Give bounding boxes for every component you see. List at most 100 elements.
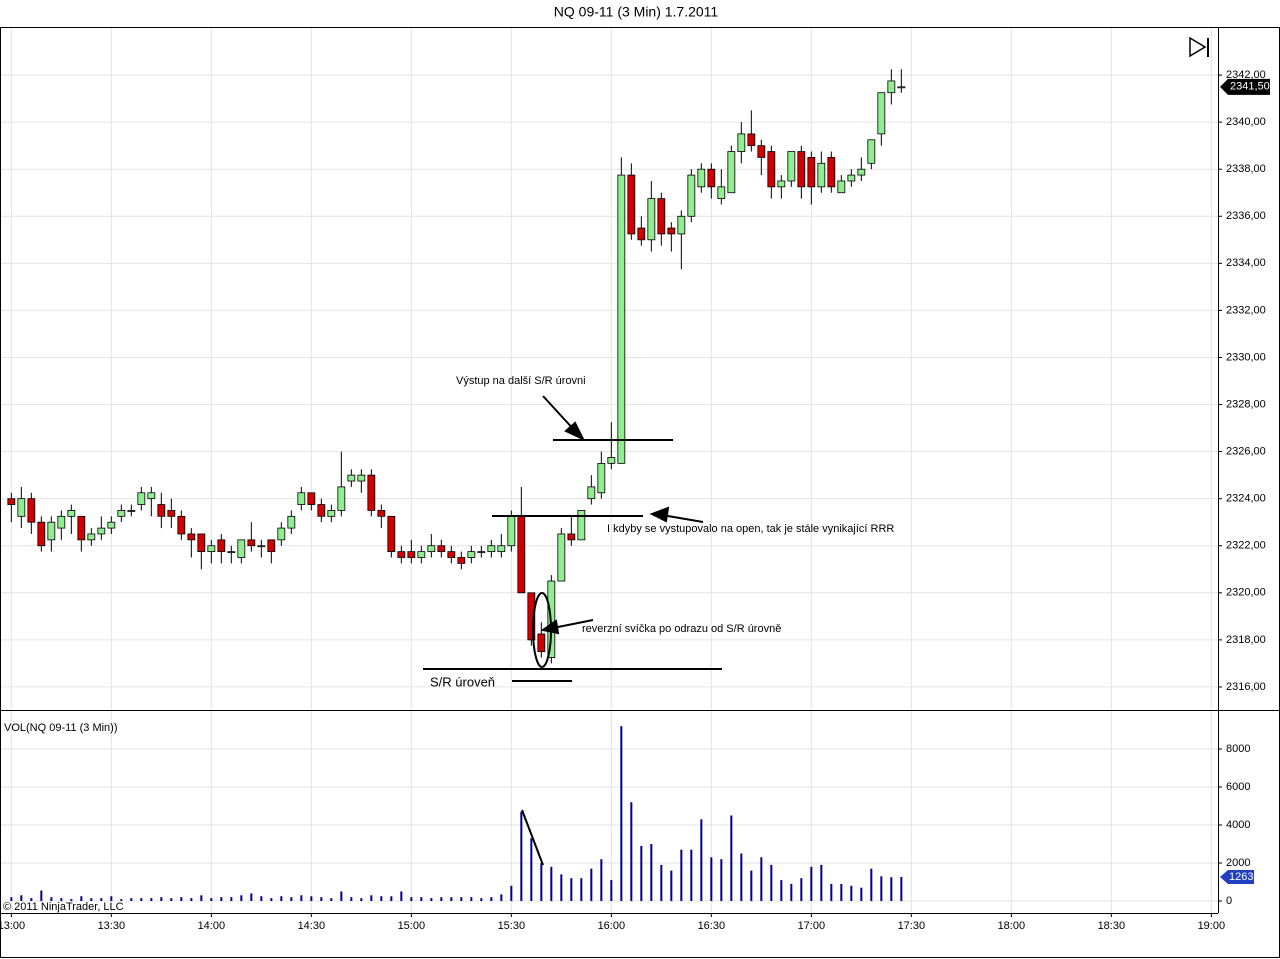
volume-bar — [600, 859, 603, 901]
volume-bar — [680, 849, 683, 901]
y-tick-label: 2332,00 — [1226, 304, 1266, 316]
volume-bar — [110, 896, 113, 901]
marks — [7, 69, 1270, 901]
volume-bar — [180, 897, 183, 901]
volume-bar — [220, 897, 223, 901]
candle-body — [327, 510, 336, 517]
x-tick-label: 16:00 — [598, 920, 626, 932]
candle-body — [147, 492, 156, 500]
candle-body — [457, 557, 466, 564]
candle-body — [577, 510, 586, 541]
candle-body — [657, 198, 666, 235]
annotation: S/R úroveň — [430, 674, 495, 689]
volume-bar — [580, 878, 583, 901]
volume-bar — [650, 843, 653, 901]
candle-body — [157, 504, 166, 517]
y-tick-label: 2340,00 — [1226, 116, 1266, 128]
x-tick-label: 18:00 — [998, 920, 1026, 932]
candle-body — [87, 533, 96, 541]
candle-body — [167, 510, 176, 517]
candle-body — [107, 521, 116, 529]
volume-bar — [870, 868, 873, 901]
candle-body — [317, 504, 326, 517]
candle-body — [757, 145, 766, 158]
candle-body — [367, 474, 376, 511]
candle-body — [67, 510, 76, 517]
volume-bar — [310, 896, 313, 901]
candle-body — [487, 545, 496, 553]
volume-bar — [120, 899, 123, 901]
annotation-shapes — [423, 395, 722, 866]
volume-bar — [730, 815, 733, 901]
volume-bar — [800, 878, 803, 901]
candle-body — [787, 151, 796, 182]
candle-body — [647, 198, 656, 241]
volume-bar — [570, 878, 573, 901]
volume-bar — [290, 897, 293, 901]
volume-bar — [460, 897, 463, 901]
candle-body — [567, 533, 576, 541]
grid — [1, 28, 1222, 917]
play-triangle[interactable] — [1189, 36, 1207, 58]
volume-bar — [170, 898, 173, 901]
candle-body — [357, 474, 366, 482]
candle-body — [737, 133, 746, 152]
volume-bar — [10, 897, 13, 901]
candle-body — [537, 633, 546, 653]
candle-body — [277, 527, 286, 541]
volume-bar — [780, 880, 783, 901]
volume-bar — [470, 897, 473, 901]
candle-body — [397, 551, 406, 558]
play-icon[interactable] — [1189, 36, 1209, 58]
annotation: © 2011 NinjaTrader, LLC — [3, 901, 124, 913]
candle-body — [37, 521, 46, 547]
candle-body — [517, 515, 526, 594]
volume-bar — [640, 845, 643, 901]
volume-bar — [900, 876, 903, 901]
volume-bar — [770, 864, 773, 901]
volume-bar — [230, 897, 233, 901]
volume-bar — [700, 819, 703, 901]
volume-bar — [740, 853, 743, 901]
y-tick-label: 6000 — [1226, 781, 1250, 793]
arrow-head — [540, 619, 560, 635]
volume-bar — [710, 857, 713, 901]
candle-body — [477, 551, 486, 554]
candle-body — [7, 498, 16, 505]
annotation: I kdyby se vystupovalo na open, tak je s… — [607, 523, 894, 535]
candle-body — [387, 515, 396, 553]
y-tick-label: 2324,00 — [1226, 493, 1266, 505]
volume-bar — [240, 895, 243, 901]
candle-body — [817, 162, 826, 188]
x-tick-label: 14:00 — [198, 920, 226, 932]
candle-body — [207, 545, 216, 553]
volume-bar — [20, 895, 23, 901]
volume-bar — [830, 883, 833, 901]
volume-bar — [200, 895, 203, 901]
candle-body — [897, 86, 906, 89]
y-tick-label: 2342,00 — [1226, 69, 1266, 81]
candle-body — [497, 545, 506, 553]
volume-bar — [350, 897, 353, 901]
candle-body — [597, 462, 606, 494]
candle-body — [447, 551, 456, 558]
candle-body — [77, 515, 86, 541]
candle-body — [677, 215, 686, 235]
x-tick-label: 13:30 — [98, 920, 126, 932]
candle-body — [747, 133, 756, 147]
arrow-head — [649, 506, 670, 523]
candle-body — [697, 168, 706, 188]
candle-body — [767, 151, 776, 188]
candle-body — [687, 174, 696, 217]
y-tick-label: 2338,00 — [1226, 163, 1266, 175]
candle-body — [877, 92, 886, 135]
candle-body — [667, 227, 676, 235]
candle-body — [287, 515, 296, 529]
volume-bar — [890, 877, 893, 901]
volume-bar — [250, 893, 253, 901]
y-tick-label: 2000 — [1226, 857, 1250, 869]
volume-bar — [190, 898, 193, 901]
volume-bar — [30, 898, 33, 901]
volume-bar — [510, 885, 513, 901]
